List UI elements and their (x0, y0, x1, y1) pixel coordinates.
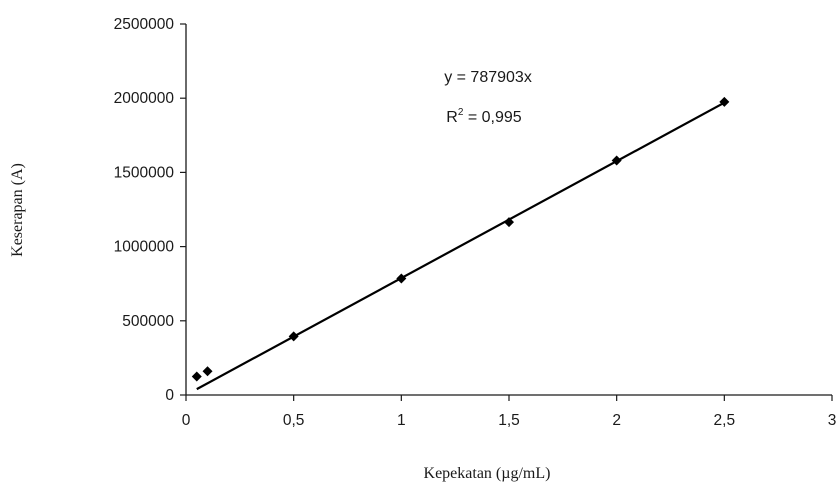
trendline (196, 101, 725, 391)
y-tick-label: 500000 (122, 313, 174, 330)
x-tick-label: 0,5 (283, 412, 305, 429)
x-tick-label: 3 (828, 412, 837, 429)
y-tick-label: 2500000 (114, 16, 175, 33)
r-label: R (446, 109, 458, 126)
r-squared-label: R2 = 0,995 (446, 107, 522, 126)
x-tick-label: 2 (612, 412, 621, 429)
data-point (504, 217, 514, 228)
r-superscript: 2 (458, 107, 464, 118)
x-tick-label: 1,5 (498, 412, 520, 429)
y-tick-label: 1000000 (114, 239, 175, 256)
data-point (288, 331, 299, 342)
x-tick-label: 1 (397, 412, 406, 429)
x-tick-label: 0 (182, 412, 191, 429)
r-value: = 0,995 (463, 109, 521, 126)
data-point (202, 366, 213, 377)
data-points (191, 96, 730, 382)
y-axis-ticks: 0 500000 1000000 1500000 2000000 2500000 (114, 16, 186, 404)
data-point (719, 96, 730, 107)
x-axis-ticks: 0 0,5 1 1,5 2 2,5 3 (182, 395, 837, 429)
y-tick-label: 0 (165, 387, 174, 404)
y-tick-label: 2000000 (114, 90, 175, 107)
y-axis-title: Keserapan (A) (9, 163, 26, 257)
data-point (191, 371, 202, 382)
data-point (611, 155, 622, 166)
x-axis-title: Kepekatan (µg/mL) (424, 465, 551, 482)
y-tick-label: 1500000 (114, 164, 175, 181)
x-tick-label: 2,5 (714, 412, 736, 429)
data-point (396, 273, 407, 284)
trendline-group (196, 101, 725, 391)
trendline-equation: y = 787903x (444, 69, 532, 86)
